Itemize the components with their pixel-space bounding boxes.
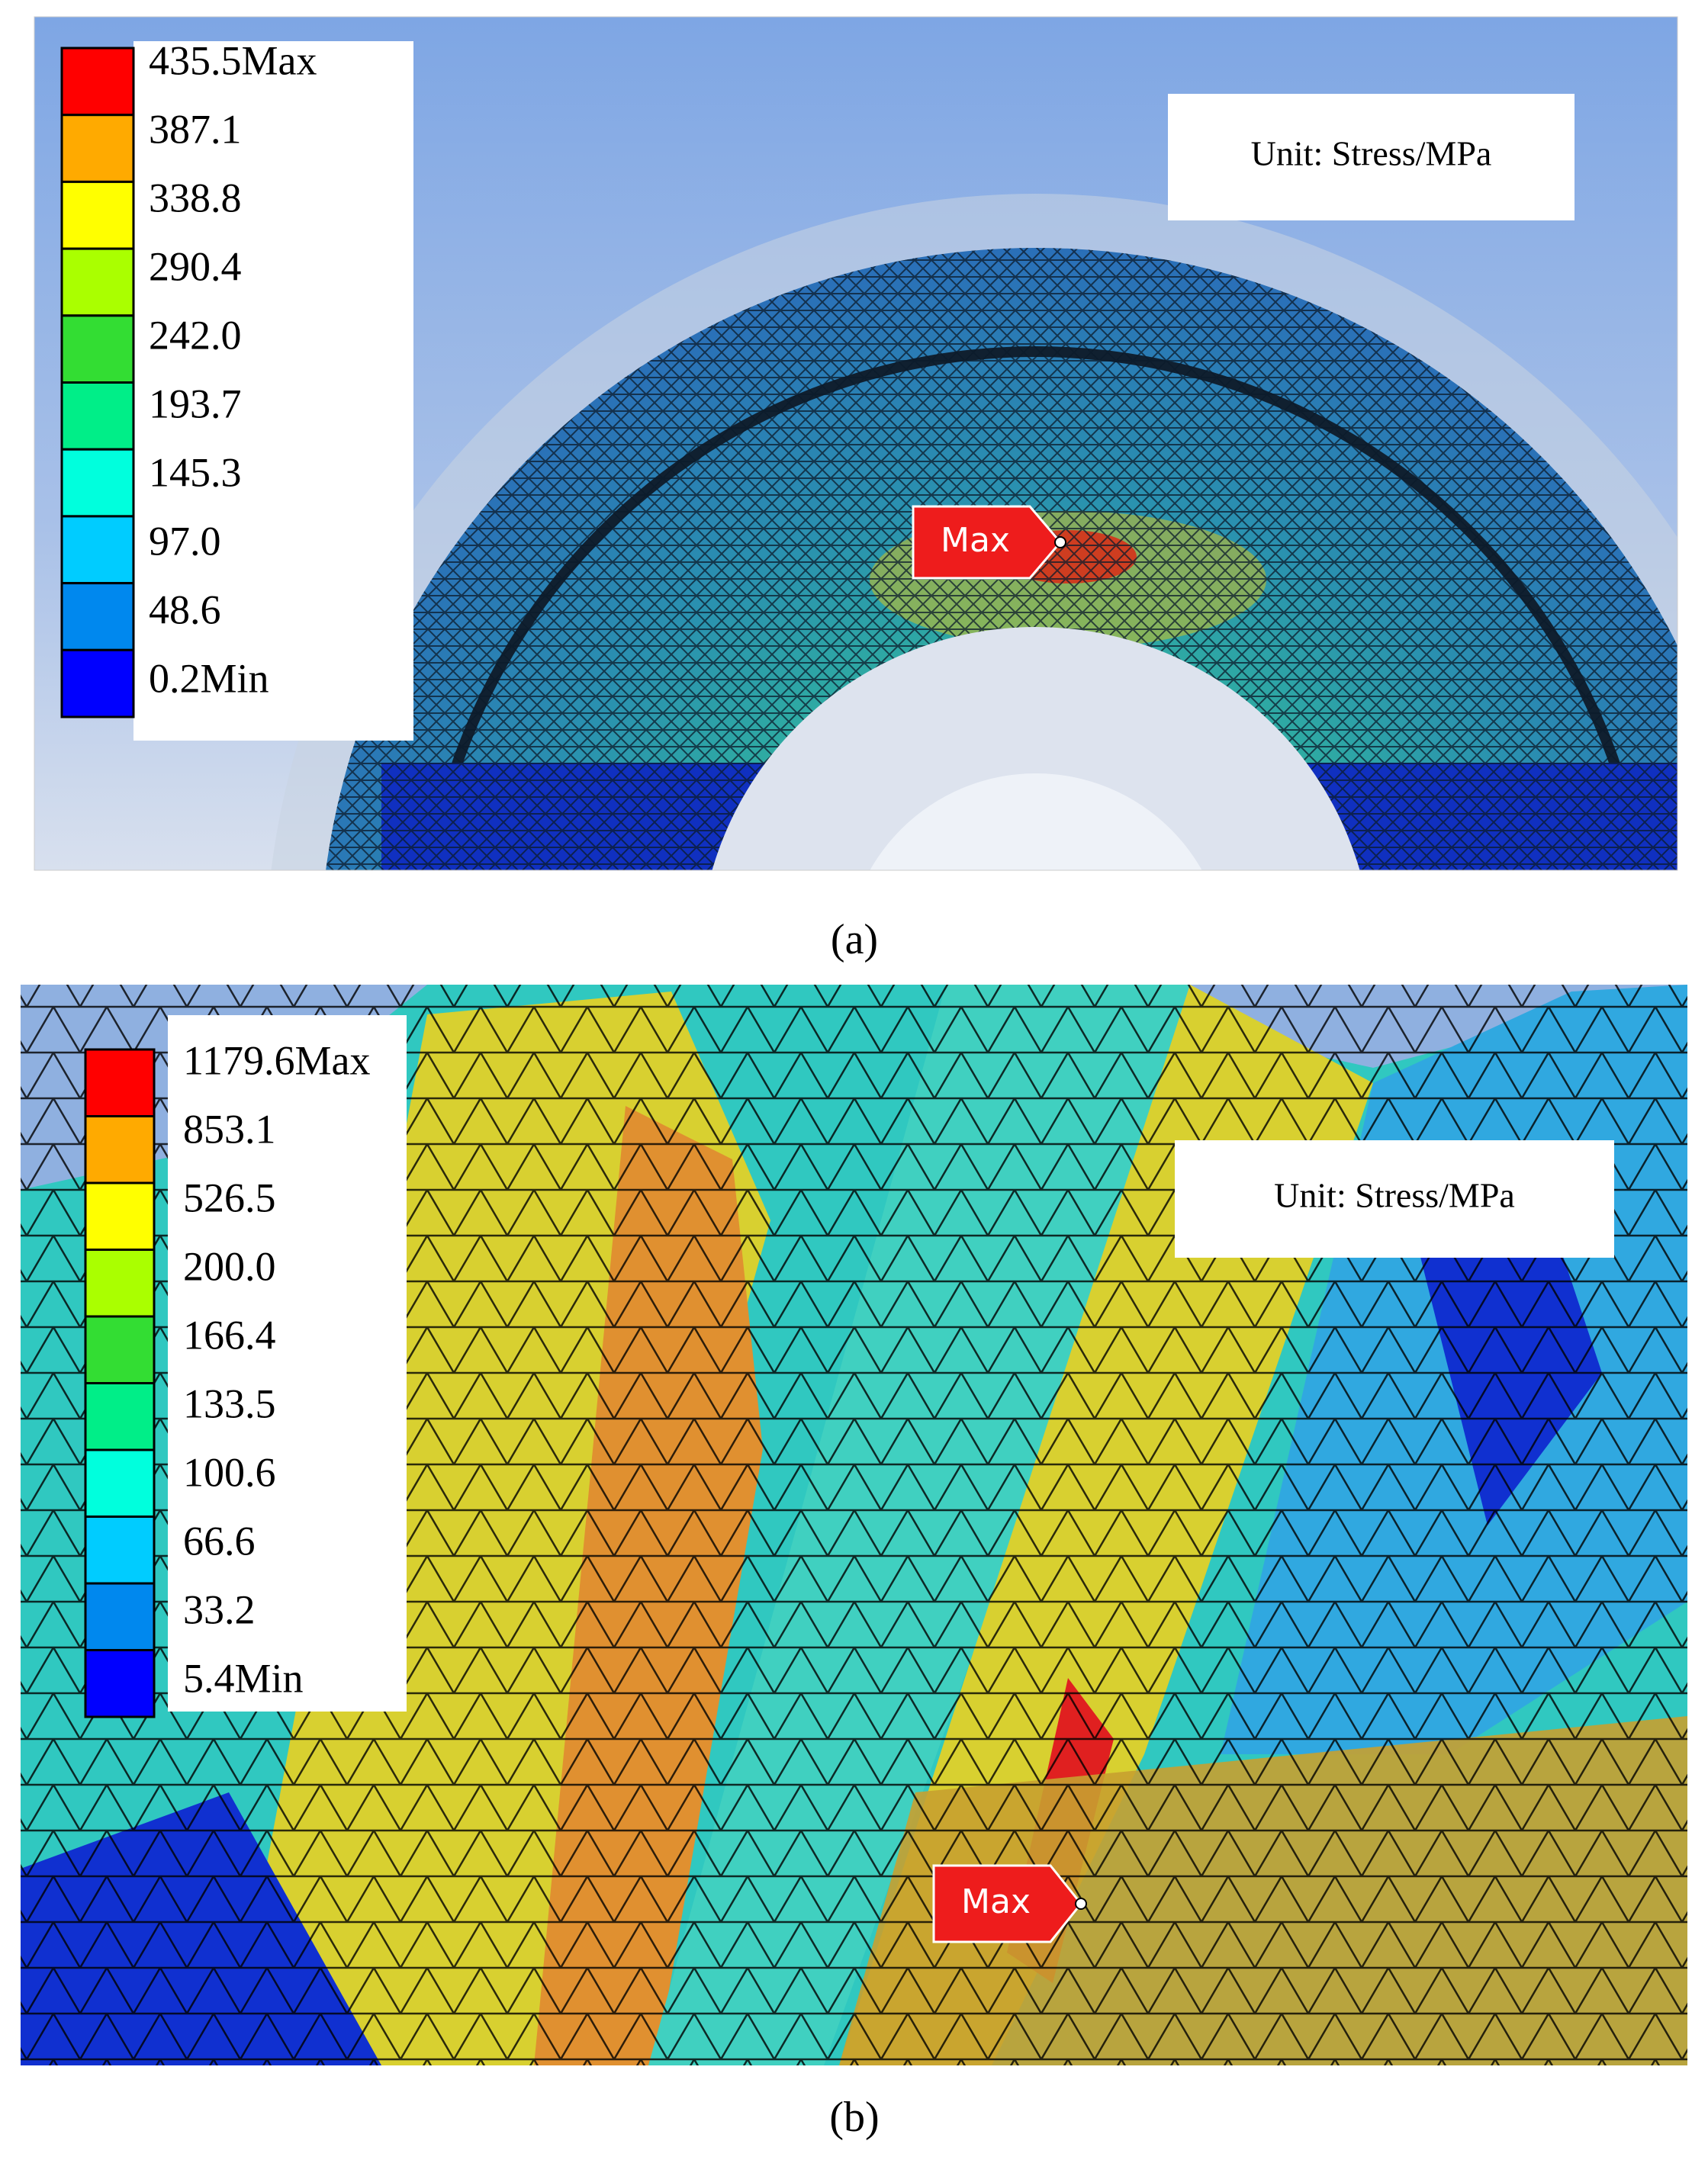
max-marker [932, 1864, 1082, 1943]
legend-swatch [84, 1181, 156, 1251]
max-label: Max [941, 521, 1010, 560]
legend-swatch [84, 1315, 156, 1384]
panel-caption: (b) [829, 2094, 879, 2141]
legend-swatch [84, 1115, 156, 1184]
max-point [1054, 536, 1066, 548]
legend-swatch [60, 180, 135, 250]
legend-swatch [84, 1448, 156, 1518]
legend-swatch [60, 448, 135, 518]
legend-swatch [60, 515, 135, 585]
legend-swatch [60, 314, 135, 384]
legend-label: 338.8 [149, 175, 242, 220]
legend-box [133, 41, 413, 741]
legend-swatch [60, 247, 135, 317]
unit-box [1175, 1140, 1614, 1258]
legend-swatch [84, 1516, 156, 1585]
panel-caption: (a) [831, 916, 878, 963]
legend-swatch [60, 648, 135, 718]
legend-swatch [60, 381, 135, 451]
legend-label: 66.6 [183, 1518, 256, 1564]
legend-label: 166.4 [183, 1312, 276, 1358]
legend-label: 290.4 [149, 243, 242, 289]
legend-label: 100.6 [183, 1449, 276, 1495]
legend-swatch [84, 1649, 156, 1718]
max-point [1075, 1898, 1087, 1910]
max-marker [912, 505, 1062, 580]
unit-label: Unit: Stress/MPa [1274, 1176, 1515, 1215]
legend-label: 242.0 [149, 312, 242, 358]
legend-label: 526.5 [183, 1175, 276, 1220]
legend-label: 133.5 [183, 1381, 276, 1426]
legend-label: 1179.6Max [183, 1037, 370, 1083]
legend-box [168, 1015, 407, 1712]
legend-label: 0.2Min [149, 655, 269, 701]
max-label: Max [961, 1882, 1031, 1921]
unit-label: Unit: Stress/MPa [1251, 134, 1492, 173]
legend-label: 193.7 [149, 381, 242, 426]
legend-label: 48.6 [149, 587, 221, 632]
legend-swatch [84, 1582, 156, 1651]
legend-label: 5.4Min [183, 1655, 304, 1701]
legend-swatch [60, 47, 135, 117]
legend-label: 435.5Max [149, 37, 317, 83]
legend-label: 387.1 [149, 106, 242, 152]
legend-swatch [84, 1249, 156, 1318]
legend-swatch [60, 582, 135, 651]
legend-label: 200.0 [183, 1243, 276, 1289]
unit-box [1168, 94, 1575, 220]
legend-label: 97.0 [149, 518, 221, 564]
legend-label: 145.3 [149, 449, 242, 495]
legend-swatch [60, 114, 135, 183]
legend-swatch [84, 1048, 156, 1117]
legend-label: 33.2 [183, 1586, 256, 1632]
legend-label: 853.1 [183, 1106, 276, 1152]
legend-swatch [84, 1382, 156, 1451]
